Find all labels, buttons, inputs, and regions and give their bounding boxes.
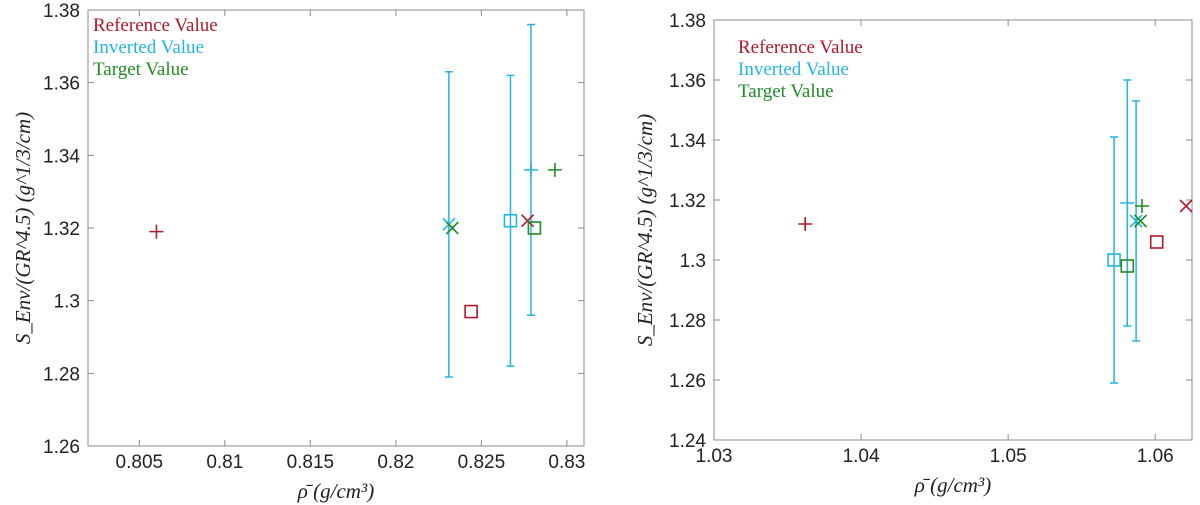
x-tick-label: 0.83: [548, 452, 585, 473]
x-tick-label: 1.06: [1137, 446, 1174, 467]
x-tick-label: 0.82: [377, 452, 414, 473]
y-tick-label: 1.38: [43, 1, 80, 22]
y-tick-label: 1.36: [669, 71, 706, 92]
inverted-value-plus-marker: [1120, 196, 1135, 210]
y-tick-label: 1.32: [669, 191, 706, 212]
target-value-x-marker: [445, 221, 459, 235]
x-tick-label: 0.815: [287, 452, 335, 473]
legend-entry: Target Value: [93, 59, 189, 80]
reference-value-x-marker: [1179, 199, 1193, 213]
legend-entry: Target Value: [738, 81, 834, 102]
reference-value-square-marker: [1149, 235, 1164, 249]
legend-entry: Inverted Value: [738, 59, 849, 80]
legend-entry: Inverted Value: [93, 37, 204, 58]
y-tick-label: 1.3: [680, 251, 706, 272]
inverted-value-plus-marker: [523, 162, 538, 177]
y-tick-label: 1.24: [669, 431, 706, 452]
y-tick-label: 1.28: [43, 364, 80, 385]
y-axis-label: S_Env/(GR^4.5) (g^1/3/cm): [11, 112, 35, 344]
x-axis-label: ρ̄ (g/cm³): [914, 473, 991, 497]
axes-box: [713, 19, 1193, 441]
x-tick-label: 0.825: [458, 452, 506, 473]
y-tick-label: 1.34: [43, 146, 80, 167]
x-tick-label: 1.04: [843, 446, 880, 467]
y-tick-label: 1.34: [669, 131, 706, 152]
y-tick-label: 1.38: [669, 11, 706, 32]
reference-value-plus-marker: [798, 217, 813, 231]
x-axis-label: ρ̄ (g/cm³): [297, 479, 374, 503]
legend-entry: Reference Value: [738, 37, 863, 58]
reference-value-square-marker: [464, 304, 478, 319]
target-value-plus-marker: [1134, 199, 1149, 213]
y-tick-label: 1.3: [54, 292, 80, 313]
y-tick-label: 1.26: [43, 437, 80, 458]
reference-value-x-marker: [520, 214, 535, 228]
y-tick-label: 1.28: [669, 311, 706, 332]
left-scatter-panel: 0.805 0.81 0.815 0.82 0.825 0.83 1.26 1.28 1.3 1.…: [11, 1, 585, 503]
y-axis-label: S_Env/(GR^4.5) (g^1/3/cm): [633, 114, 657, 346]
inverted-value-square-marker: [503, 213, 518, 228]
target-value-x-marker: [1133, 214, 1148, 228]
x-tick-label: 1.03: [696, 446, 733, 467]
legend-entry: Reference Value: [93, 15, 218, 36]
target-value-square-marker: [1120, 259, 1135, 273]
inverted-value-x-marker: [1129, 214, 1143, 228]
inverted-value-square-marker: [1107, 253, 1121, 267]
target-value-square-marker: [527, 221, 542, 235]
x-tick-label: 0.81: [206, 452, 243, 473]
right-scatter-panel: 1.03 1.04 1.05 1.06 1.24 1.26 1.28 1.3 1.32 1.34 1…: [633, 11, 1193, 497]
y-tick-label: 1.32: [43, 219, 80, 240]
x-tick-label: 1.05: [990, 446, 1027, 467]
x-tick-label: 0.805: [116, 452, 164, 473]
y-tick-label: 1.26: [669, 371, 706, 392]
target-value-plus-marker: [547, 162, 562, 177]
y-tick-label: 1.36: [43, 74, 80, 95]
reference-value-plus-marker: [149, 224, 164, 239]
